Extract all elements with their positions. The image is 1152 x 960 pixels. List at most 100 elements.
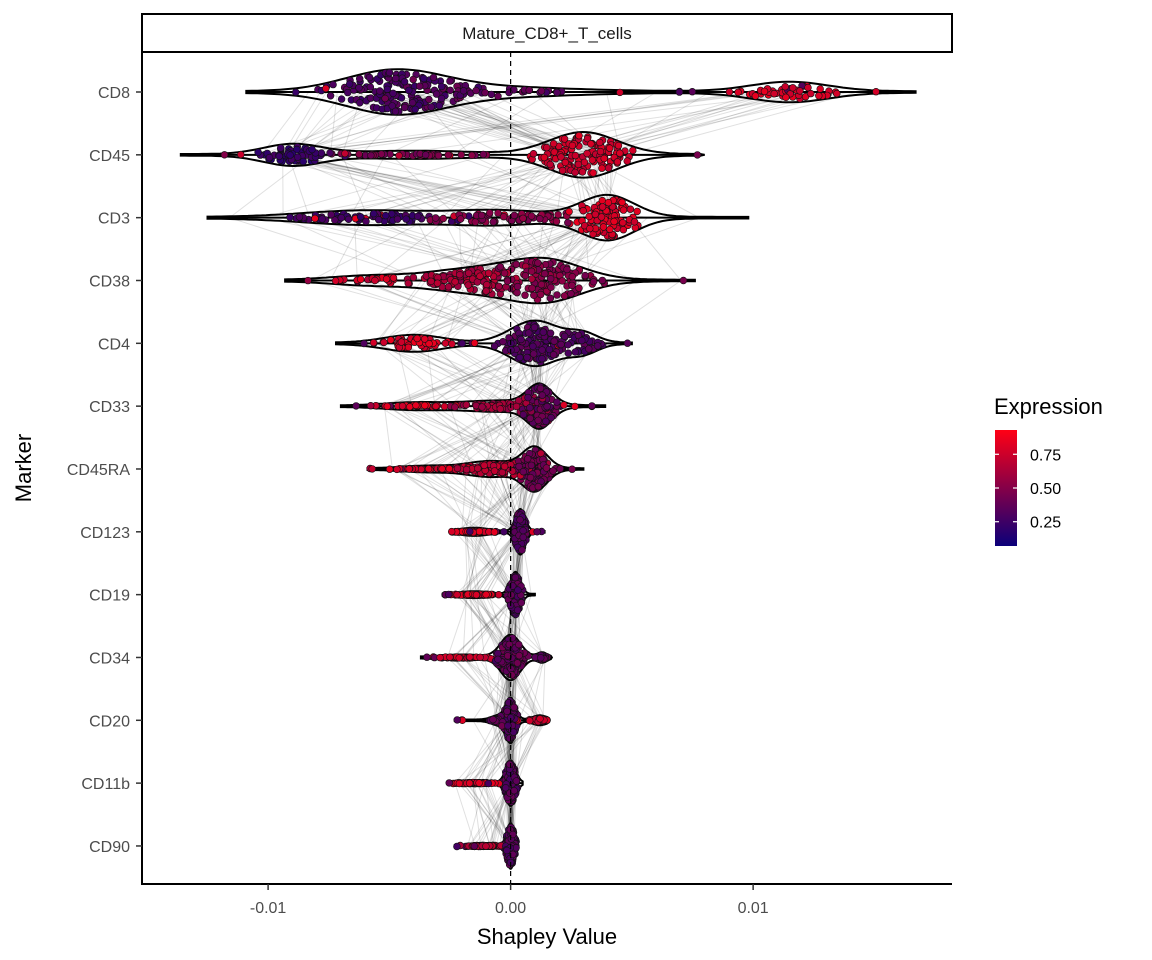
data-point xyxy=(275,152,283,160)
data-point xyxy=(458,339,466,348)
data-point xyxy=(626,205,635,213)
data-point xyxy=(432,214,440,222)
data-point xyxy=(580,158,589,167)
data-point xyxy=(587,140,595,148)
data-point xyxy=(446,653,454,661)
data-point xyxy=(383,402,391,411)
y-tick-label-cd34: CD34 xyxy=(89,650,130,667)
y-tick-label-cd45: CD45 xyxy=(89,148,130,165)
data-point xyxy=(546,275,555,283)
data-point xyxy=(475,527,484,536)
data-point xyxy=(464,281,472,289)
data-point xyxy=(598,164,606,172)
data-point xyxy=(470,339,479,347)
data-point xyxy=(382,275,391,283)
data-point xyxy=(478,403,486,411)
data-point xyxy=(393,215,402,223)
data-point xyxy=(589,278,598,286)
data-point xyxy=(400,77,409,86)
data-point xyxy=(355,84,363,92)
data-point xyxy=(549,467,557,475)
data-point xyxy=(368,465,376,473)
data-point xyxy=(506,760,514,769)
data-point xyxy=(444,283,453,291)
data-point xyxy=(585,212,593,221)
data-point xyxy=(286,151,294,159)
data-point xyxy=(398,402,407,410)
data-point xyxy=(538,346,546,354)
data-point xyxy=(515,640,523,649)
data-point xyxy=(751,92,760,100)
data-point xyxy=(434,151,443,160)
data-point xyxy=(318,215,326,223)
data-point xyxy=(527,212,536,220)
data-point xyxy=(327,211,335,219)
data-point xyxy=(571,151,580,160)
data-point xyxy=(486,209,494,217)
data-point xyxy=(308,145,316,154)
data-point xyxy=(781,82,789,91)
data-point xyxy=(475,779,483,787)
legend-tick-label: 0.50 xyxy=(1030,481,1061,498)
data-point xyxy=(510,211,518,220)
data-point xyxy=(502,784,510,792)
data-point xyxy=(613,158,622,166)
data-point xyxy=(560,292,569,300)
data-point xyxy=(585,345,593,353)
data-point xyxy=(505,88,513,97)
data-point xyxy=(547,283,555,291)
data-point xyxy=(513,606,522,614)
data-point xyxy=(286,213,294,222)
data-point xyxy=(489,218,498,226)
data-point xyxy=(815,92,823,100)
data-point xyxy=(564,219,572,227)
data-point xyxy=(411,105,419,114)
data-point xyxy=(481,88,489,97)
data-point xyxy=(725,88,734,96)
data-point xyxy=(589,169,597,177)
data-point xyxy=(516,353,524,362)
data-point xyxy=(337,95,346,103)
data-point xyxy=(412,401,420,409)
data-point xyxy=(619,206,628,214)
data-point xyxy=(344,88,352,97)
data-point xyxy=(503,846,511,855)
data-point xyxy=(341,149,349,158)
data-point xyxy=(604,198,613,207)
data-point xyxy=(470,842,479,850)
data-point xyxy=(606,225,614,234)
data-point xyxy=(406,403,414,411)
data-point xyxy=(369,339,378,347)
data-point xyxy=(402,215,410,223)
data-point xyxy=(596,147,605,156)
data-point xyxy=(474,464,482,473)
data-point xyxy=(521,272,530,280)
data-point xyxy=(432,90,441,98)
data-point xyxy=(437,94,446,103)
data-point xyxy=(393,465,401,474)
data-point xyxy=(512,402,521,411)
data-point xyxy=(526,473,535,482)
data-point xyxy=(513,659,522,667)
data-point xyxy=(331,277,340,285)
data-point xyxy=(421,401,429,410)
data-point xyxy=(547,414,555,422)
data-point xyxy=(518,546,526,554)
data-point xyxy=(299,157,307,166)
y-tick-label-cd4: CD4 xyxy=(98,336,130,353)
data-point xyxy=(455,779,464,788)
data-point xyxy=(451,278,459,286)
data-point xyxy=(420,74,428,83)
data-point xyxy=(545,345,554,354)
data-point xyxy=(600,154,608,163)
data-point xyxy=(537,280,546,289)
data-point xyxy=(482,842,490,850)
data-point xyxy=(445,465,453,473)
data-point xyxy=(508,634,517,642)
data-point xyxy=(356,99,364,107)
data-point xyxy=(579,207,587,215)
legend-tick-label: 0.75 xyxy=(1030,447,1061,464)
data-point xyxy=(581,271,589,280)
data-point xyxy=(356,213,365,221)
data-point xyxy=(370,210,378,218)
